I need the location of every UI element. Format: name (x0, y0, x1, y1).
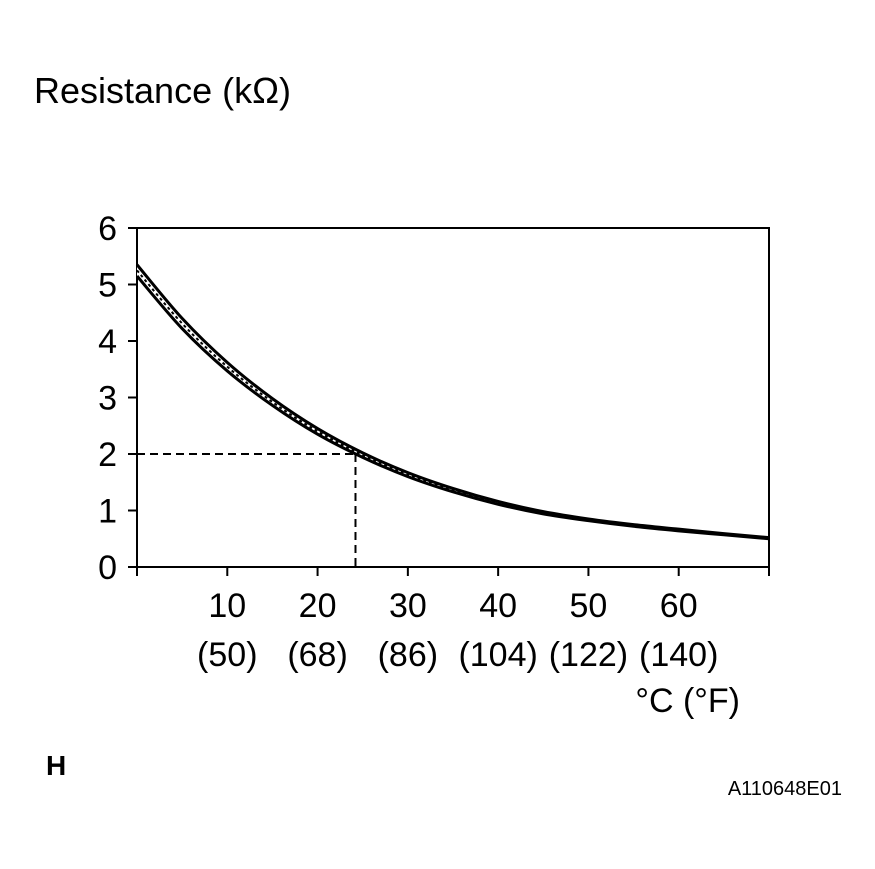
x-tick-sublabel: (68) (287, 636, 347, 674)
y-tick-label: 1 (98, 493, 117, 531)
corner-label: H (46, 750, 66, 781)
y-axis-title: Resistance (kΩ) (34, 70, 291, 111)
y-tick-label: 5 (98, 267, 117, 305)
x-tick-sublabel: (104) (458, 636, 537, 674)
y-tick-label: 4 (98, 323, 117, 361)
plot-frame (136, 227, 770, 568)
x-axis-ticks: 10 (50) 20 (68) 30 (86) 40 (104) 50 (122) 60 (140) (136, 567, 770, 674)
x-tick-sublabel: (86) (378, 636, 438, 674)
figure-code: A110648E01 (728, 778, 842, 800)
resistance-band-dashes (136, 269, 770, 540)
x-tick-label: 40 (479, 587, 517, 625)
resistance-curve-upper (135, 263, 770, 540)
resistance-band-fill (137, 264, 769, 539)
x-axis-unit-label: °C (°F) (635, 682, 740, 720)
resistance-curve-lower (135, 275, 770, 541)
y-axis-ticks: 6 5 4 3 2 1 0 (98, 210, 137, 587)
y-tick-label: 6 (98, 210, 117, 248)
x-tick-label: 60 (660, 587, 698, 625)
x-tick-label: 50 (570, 587, 608, 625)
y-tick-label: 2 (98, 436, 117, 474)
y-tick-label: 0 (98, 549, 117, 587)
x-tick-sublabel: (122) (549, 636, 628, 674)
x-tick-sublabel: (140) (639, 636, 718, 674)
x-tick-label: 10 (208, 587, 246, 625)
x-tick-sublabel: (50) (197, 636, 257, 674)
x-tick-label: 20 (299, 587, 337, 625)
plot-area (135, 227, 770, 568)
y-tick-label: 3 (98, 380, 117, 418)
x-tick-label: 30 (389, 587, 427, 625)
